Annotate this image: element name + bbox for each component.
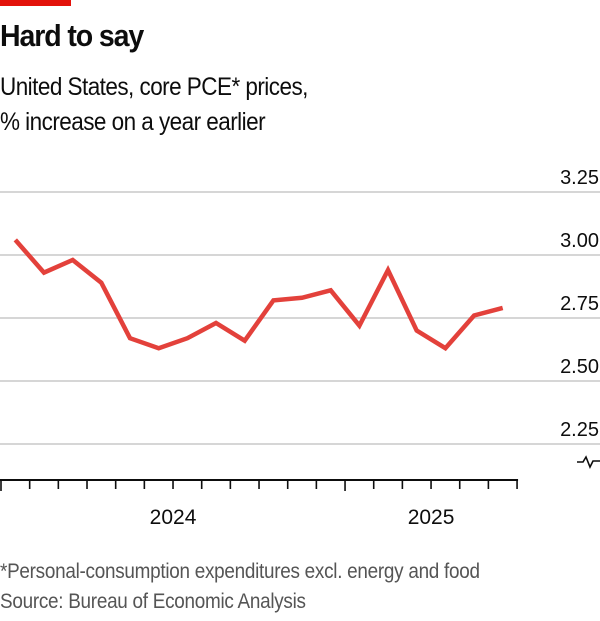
x-axis: 2024 2025 — [0, 479, 519, 529]
subtitle-line-1: United States, core PCE* prices, — [0, 73, 308, 101]
y-tick-label: 2.75 — [560, 293, 599, 315]
subtitle-line-2: % increase on a year earlier — [0, 108, 266, 136]
footnote: *Personal-consumption expenditures excl.… — [0, 560, 480, 583]
y-tick-label: 2.25 — [560, 419, 599, 441]
accent-bar — [0, 0, 71, 6]
axis-break-icon — [577, 455, 600, 469]
chart-title: Hard to say — [0, 18, 144, 53]
series-core-pce — [13, 238, 504, 352]
y-tick-label: 3.25 — [560, 167, 599, 189]
source-note: Source: Bureau of Economic Analysis — [0, 590, 306, 613]
y-axis-labels: 3.25 3.00 2.75 2.50 2.25 — [560, 167, 599, 441]
y-tick-label: 3.00 — [560, 230, 599, 252]
x-tick-label: 2025 — [408, 506, 455, 529]
x-tick-label: 2024 — [150, 506, 197, 529]
chart-subtitle: United States, core PCE* prices, % incre… — [0, 70, 308, 140]
series-line — [13, 238, 504, 352]
y-tick-label: 2.50 — [560, 356, 599, 378]
axis-break-glyph — [577, 455, 600, 469]
gridlines — [0, 191, 600, 445]
